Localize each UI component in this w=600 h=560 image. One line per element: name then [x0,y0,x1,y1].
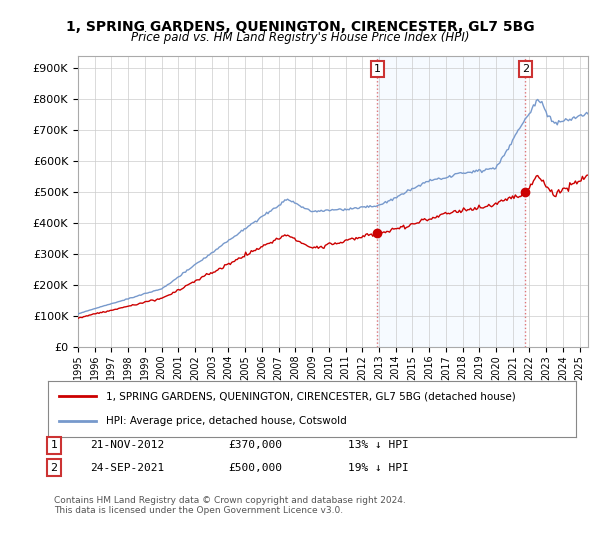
Text: Price paid vs. HM Land Registry's House Price Index (HPI): Price paid vs. HM Land Registry's House … [131,31,469,44]
Text: 24-SEP-2021: 24-SEP-2021 [90,463,164,473]
Text: 1, SPRING GARDENS, QUENINGTON, CIRENCESTER, GL7 5BG: 1, SPRING GARDENS, QUENINGTON, CIRENCEST… [65,20,535,34]
Text: 1, SPRING GARDENS, QUENINGTON, CIRENCESTER, GL7 5BG (detached house): 1, SPRING GARDENS, QUENINGTON, CIRENCEST… [106,391,516,402]
Text: 2: 2 [522,64,529,74]
Text: 1: 1 [50,440,58,450]
Text: 2: 2 [50,463,58,473]
Text: £500,000: £500,000 [228,463,282,473]
Text: Contains HM Land Registry data © Crown copyright and database right 2024.
This d: Contains HM Land Registry data © Crown c… [54,496,406,515]
Text: 19% ↓ HPI: 19% ↓ HPI [348,463,409,473]
Text: HPI: Average price, detached house, Cotswold: HPI: Average price, detached house, Cots… [106,416,347,426]
Text: 13% ↓ HPI: 13% ↓ HPI [348,440,409,450]
Text: £370,000: £370,000 [228,440,282,450]
Text: 1: 1 [374,64,381,74]
Text: 21-NOV-2012: 21-NOV-2012 [90,440,164,450]
Bar [377,56,525,347]
